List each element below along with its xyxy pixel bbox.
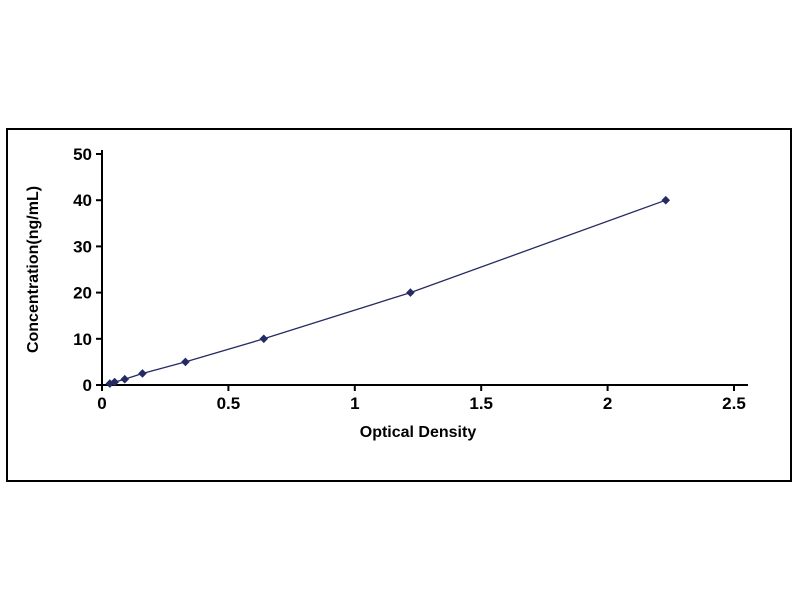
y-tick-label: 50 xyxy=(73,145,92,164)
x-tick-label: 2 xyxy=(603,394,612,413)
y-tick-label: 10 xyxy=(73,330,92,349)
data-point-marker xyxy=(138,369,147,378)
y-tick-label: 0 xyxy=(83,376,92,395)
data-point-marker xyxy=(259,334,269,344)
data-point-marker xyxy=(406,288,415,297)
x-tick-label: 0.5 xyxy=(217,394,241,413)
x-axis-label: Optical Density xyxy=(360,424,477,441)
data-point-marker xyxy=(110,377,119,387)
y-tick-label: 20 xyxy=(73,284,92,303)
series-line xyxy=(109,199,666,385)
standard-curve-chart-frame: 0 0.5 1 1.5 2 2.5 0 10 20 30 40 50 Optical Density Co… xyxy=(6,128,792,482)
y-tick-label: 30 xyxy=(73,237,92,256)
standard-curve-chart: 0 0.5 1 1.5 2 2.5 0 10 20 30 40 50 Optical Density Co… xyxy=(25,145,748,441)
x-tick-label: 2.5 xyxy=(722,394,746,413)
x-tick-label: 1 xyxy=(350,394,359,413)
x-tick-label: 1.5 xyxy=(469,394,493,413)
y-tick-label: 40 xyxy=(73,191,92,210)
data-point-marker xyxy=(120,374,130,384)
x-tick-label: 0 xyxy=(97,394,106,413)
y-axis-label: Concentration(ng/mL) xyxy=(25,186,42,353)
data-point-marker xyxy=(181,357,190,367)
data-point-marker xyxy=(661,195,671,205)
